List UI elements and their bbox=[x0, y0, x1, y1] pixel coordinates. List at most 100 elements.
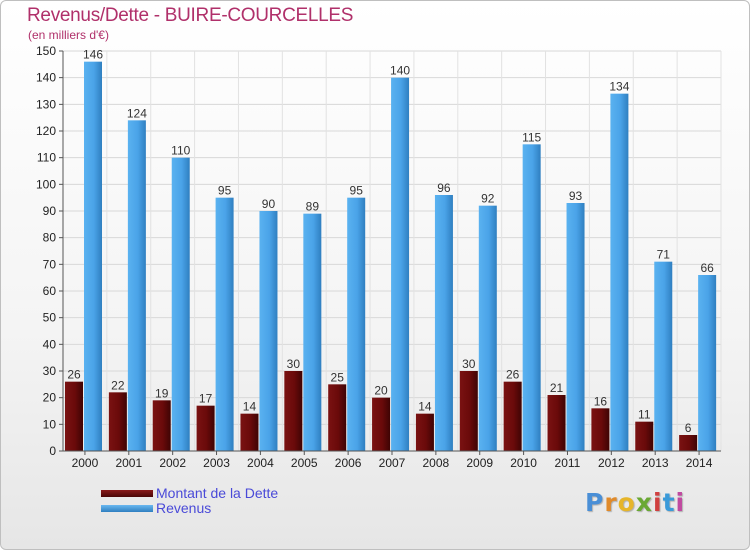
bar-revenus bbox=[215, 197, 234, 451]
data-label-dette: 17 bbox=[199, 392, 213, 406]
y-tick-label: 30 bbox=[43, 364, 57, 378]
bar-revenus bbox=[434, 195, 453, 451]
legend-swatch-revenus bbox=[101, 505, 153, 512]
bar-dette bbox=[240, 413, 259, 451]
data-label-revenus: 115 bbox=[522, 130, 541, 144]
data-label-dette: 20 bbox=[374, 384, 388, 398]
data-label-revenus: 93 bbox=[569, 189, 583, 203]
bar-dette bbox=[503, 381, 522, 451]
data-label-dette: 22 bbox=[111, 378, 125, 392]
bar-revenus bbox=[522, 144, 541, 452]
bar-revenus bbox=[347, 197, 366, 451]
bar-dette bbox=[547, 395, 566, 451]
data-label-dette: 11 bbox=[638, 408, 651, 422]
bar-dette bbox=[635, 421, 654, 451]
legend-label-dette: Montant de la Dette bbox=[156, 485, 279, 501]
bar-dette bbox=[591, 408, 610, 451]
y-tick-label: 130 bbox=[36, 97, 56, 111]
x-tick-label: 2010 bbox=[510, 456, 537, 470]
bar-revenus bbox=[391, 77, 410, 452]
bar-revenus bbox=[127, 120, 146, 451]
legend-item-dette: Montant de la Dette bbox=[101, 485, 361, 502]
bar-revenus bbox=[566, 203, 585, 451]
bars-layer bbox=[65, 61, 717, 452]
y-tick-label: 140 bbox=[36, 71, 56, 85]
y-tick-label: 90 bbox=[43, 204, 57, 218]
data-label-revenus: 110 bbox=[171, 144, 190, 158]
bar-dette bbox=[152, 400, 171, 451]
bar-revenus bbox=[698, 275, 717, 451]
x-tick-label: 2013 bbox=[642, 456, 669, 470]
data-label-revenus: 146 bbox=[83, 48, 103, 62]
y-tick-label: 40 bbox=[43, 337, 57, 351]
x-tick-label: 2012 bbox=[598, 456, 625, 470]
y-tick-label: 100 bbox=[36, 177, 56, 191]
data-label-revenus: 134 bbox=[609, 80, 629, 94]
x-tick-label: 2006 bbox=[335, 456, 362, 470]
bar-revenus bbox=[478, 205, 497, 451]
y-tick-label: 70 bbox=[43, 257, 57, 271]
x-tick-label: 2004 bbox=[247, 456, 274, 470]
x-tick-label: 2001 bbox=[115, 456, 142, 470]
data-label-dette: 14 bbox=[243, 400, 257, 414]
x-tick-label: 2007 bbox=[379, 456, 406, 470]
legend: Montant de la Dette Revenus bbox=[101, 485, 361, 517]
data-label-revenus: 95 bbox=[350, 184, 364, 198]
data-label-revenus: 90 bbox=[262, 197, 276, 211]
y-tick-label: 10 bbox=[43, 417, 57, 431]
x-tick-label: 2011 bbox=[555, 456, 581, 470]
bar-revenus bbox=[303, 213, 322, 451]
x-tick-label: 2002 bbox=[159, 456, 186, 470]
y-tick-label: 120 bbox=[36, 124, 56, 138]
data-label-dette: 6 bbox=[685, 421, 692, 435]
data-label-revenus: 96 bbox=[437, 181, 451, 195]
labels-layer: 26 146 22 124 19 110 17 95 14 90 30 89 25 95 20 140 14 96… bbox=[67, 48, 714, 435]
x-tick-label: 2003 bbox=[203, 456, 230, 470]
bar-dette bbox=[679, 435, 698, 451]
x-tick-label: 2000 bbox=[72, 456, 99, 470]
data-label-dette: 30 bbox=[462, 357, 476, 371]
bar-dette bbox=[415, 413, 434, 451]
x-tick-label: 2009 bbox=[466, 456, 493, 470]
bar-dette bbox=[328, 384, 347, 451]
bar-dette bbox=[108, 392, 127, 451]
legend-label-revenus: Revenus bbox=[156, 500, 212, 516]
data-label-revenus: 66 bbox=[700, 261, 714, 275]
bar-dette bbox=[459, 371, 478, 451]
bar-revenus bbox=[610, 93, 629, 452]
data-label-dette: 14 bbox=[418, 400, 432, 414]
y-tick-label: 80 bbox=[43, 231, 57, 245]
legend-item-revenus: Revenus bbox=[101, 500, 361, 517]
data-label-dette: 19 bbox=[155, 386, 169, 400]
chart-subtitle: (en milliers d'€) bbox=[28, 28, 109, 42]
y-tick-label: 150 bbox=[36, 44, 56, 58]
bar-dette bbox=[372, 397, 391, 451]
data-label-dette: 16 bbox=[594, 394, 608, 408]
bar-dette bbox=[196, 405, 215, 451]
data-label-dette: 25 bbox=[331, 370, 345, 384]
data-label-dette: 30 bbox=[287, 357, 301, 371]
bar-dette bbox=[284, 371, 303, 451]
chart-title: Revenus/Dette - BUIRE-COURCELLES bbox=[27, 5, 354, 26]
x-tick-label: 2014 bbox=[686, 456, 713, 470]
y-tick-label: 110 bbox=[37, 151, 56, 165]
data-label-revenus: 89 bbox=[306, 200, 320, 214]
data-label-revenus: 92 bbox=[481, 192, 495, 206]
bar-revenus bbox=[259, 211, 278, 451]
y-tick-label: 50 bbox=[43, 311, 57, 325]
bar-dette bbox=[65, 381, 83, 451]
data-label-dette: 21 bbox=[550, 381, 564, 395]
data-label-revenus: 71 bbox=[657, 248, 671, 262]
axis-layer: 0 10 20 30 40 50 60 70 80 90 100 110 120 130 140 150 200… bbox=[36, 44, 721, 470]
data-label-revenus: 124 bbox=[127, 106, 147, 120]
data-label-revenus: 95 bbox=[218, 184, 232, 198]
data-label-revenus: 140 bbox=[390, 64, 410, 78]
data-label-dette: 26 bbox=[506, 368, 520, 382]
y-tick-label: 0 bbox=[49, 444, 56, 458]
bar-revenus bbox=[84, 61, 102, 452]
bar-revenus bbox=[654, 261, 673, 451]
proxiti-logo: Proxiti bbox=[585, 488, 686, 517]
y-tick-label: 60 bbox=[43, 284, 57, 298]
